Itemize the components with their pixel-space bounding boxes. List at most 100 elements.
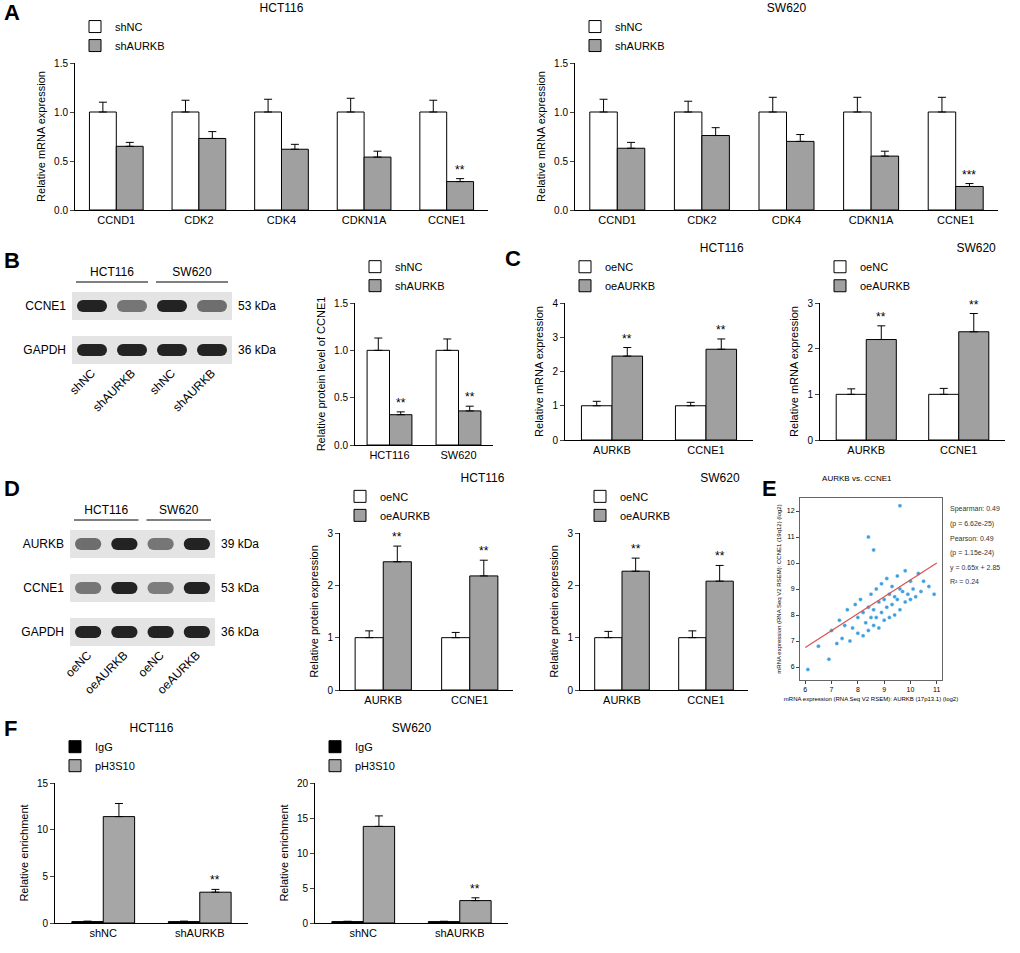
- svg-text:39 kDa: 39 kDa: [221, 537, 259, 551]
- svg-text:2: 2: [567, 580, 573, 591]
- svg-text:mRNA expression (RNA Seq V2 RS: mRNA expression (RNA Seq V2 RSEM): AURKB…: [784, 696, 958, 702]
- svg-text:**: **: [465, 390, 475, 404]
- svg-text:y = 0.65x + 2.85: y = 0.65x + 2.85: [950, 564, 1000, 572]
- svg-text:1: 1: [807, 389, 813, 400]
- svg-text:Spearman: 0.49: Spearman: 0.49: [950, 505, 1000, 513]
- svg-text:1.0: 1.0: [54, 107, 68, 118]
- svg-text:shAURKB: shAURKB: [395, 280, 445, 292]
- svg-text:Relative protein level of CCNE: Relative protein level of CCNE1: [315, 297, 327, 452]
- svg-text:oeNC: oeNC: [605, 261, 633, 273]
- svg-text:shNC: shNC: [147, 366, 178, 397]
- svg-text:SW620: SW620: [159, 503, 199, 517]
- svg-text:shNC: shNC: [395, 261, 423, 273]
- svg-text:0.0: 0.0: [334, 440, 348, 451]
- svg-text:0.5: 0.5: [54, 156, 68, 167]
- svg-text:Relative mRNA expression: Relative mRNA expression: [535, 71, 547, 202]
- svg-text:shAURKB: shAURKB: [90, 366, 138, 414]
- svg-text:6: 6: [791, 663, 795, 670]
- svg-text:CCNE1: CCNE1: [428, 214, 465, 226]
- svg-text:5: 5: [42, 871, 48, 882]
- svg-text:CCNE1: CCNE1: [23, 581, 64, 595]
- svg-text:CCNE1: CCNE1: [940, 444, 977, 456]
- svg-text:CDK2: CDK2: [687, 214, 716, 226]
- svg-text:HCT116: HCT116: [461, 471, 505, 485]
- svg-text:5: 5: [302, 883, 308, 894]
- svg-text:CDK4: CDK4: [267, 214, 296, 226]
- svg-text:SW620: SW620: [767, 1, 807, 15]
- svg-text:Relative enrichment: Relative enrichment: [18, 804, 30, 901]
- svg-text:0.5: 0.5: [334, 392, 348, 403]
- svg-text:oeAURKB: oeAURKB: [605, 280, 655, 292]
- svg-text:CCND1: CCND1: [97, 214, 135, 226]
- svg-text:SW620: SW620: [440, 449, 476, 461]
- svg-text:HCT116: HCT116: [700, 241, 744, 255]
- svg-text:mRNA expression (RNA Seq V2 RS: mRNA expression (RNA Seq V2 RSEM): CCNE1…: [776, 504, 782, 673]
- svg-text:3: 3: [552, 332, 558, 343]
- svg-text:20: 20: [297, 778, 309, 789]
- svg-text:2: 2: [552, 366, 558, 377]
- svg-text:AURKB: AURKB: [364, 694, 402, 706]
- svg-text:SW620: SW620: [956, 241, 996, 255]
- svg-text:pH3S10: pH3S10: [95, 760, 135, 772]
- svg-text:**: **: [876, 310, 886, 324]
- svg-text:CCNE1: CCNE1: [25, 299, 66, 313]
- svg-text:**: **: [716, 323, 726, 337]
- svg-text:8: 8: [856, 686, 860, 693]
- svg-text:0: 0: [552, 435, 558, 446]
- svg-text:**: **: [455, 163, 465, 177]
- svg-text:IgG: IgG: [95, 741, 113, 753]
- svg-text:1.0: 1.0: [334, 345, 348, 356]
- svg-text:CCNE1: CCNE1: [687, 694, 724, 706]
- svg-text:**: **: [210, 873, 220, 887]
- svg-text:SW620: SW620: [700, 471, 740, 485]
- svg-text:***: ***: [962, 168, 976, 182]
- svg-text:CDKN1A: CDKN1A: [342, 214, 387, 226]
- svg-text:HCT116: HCT116: [130, 721, 174, 735]
- svg-text:AURKB: AURKB: [593, 444, 631, 456]
- svg-text:**: **: [470, 882, 480, 896]
- svg-text:HCT116: HCT116: [369, 449, 409, 461]
- svg-text:1: 1: [567, 632, 573, 643]
- svg-text:1: 1: [552, 400, 558, 411]
- svg-text:1: 1: [327, 632, 333, 643]
- svg-text:0.0: 0.0: [54, 205, 68, 216]
- svg-text:**: **: [715, 549, 725, 563]
- svg-text:9: 9: [882, 686, 886, 693]
- svg-text:1.5: 1.5: [54, 58, 68, 69]
- svg-text:oeAURKB: oeAURKB: [380, 510, 430, 522]
- svg-text:0: 0: [302, 918, 308, 929]
- svg-text:Pearson: 0.49: Pearson: 0.49: [950, 535, 994, 542]
- svg-text:shAURKB: shAURKB: [435, 927, 485, 939]
- svg-text:15: 15: [297, 813, 309, 824]
- svg-text:1.5: 1.5: [554, 58, 568, 69]
- svg-text:AURKB: AURKB: [603, 694, 641, 706]
- svg-text:CCND1: CCND1: [598, 214, 636, 226]
- svg-text:oeNC: oeNC: [380, 491, 408, 503]
- svg-text:7: 7: [830, 686, 834, 693]
- svg-text:CCNE1: CCNE1: [937, 214, 974, 226]
- svg-text:0: 0: [807, 435, 813, 446]
- svg-text:AURKB vs. CCNE1: AURKB vs. CCNE1: [822, 474, 892, 483]
- svg-text:**: **: [392, 530, 402, 544]
- svg-text:GAPDH: GAPDH: [21, 625, 64, 639]
- svg-text:oeAURKB: oeAURKB: [860, 280, 910, 292]
- svg-text:IgG: IgG: [355, 741, 373, 753]
- svg-text:9: 9: [791, 585, 795, 592]
- svg-text:SW620: SW620: [172, 265, 212, 279]
- svg-text:10: 10: [907, 686, 915, 693]
- svg-text:shAURKB: shAURKB: [615, 40, 665, 52]
- svg-text:10: 10: [37, 824, 49, 835]
- svg-text:53 kDa: 53 kDa: [221, 581, 259, 595]
- svg-text:HCT116: HCT116: [84, 503, 128, 517]
- svg-text:7: 7: [791, 637, 795, 644]
- svg-text:CCNE1: CCNE1: [687, 444, 724, 456]
- svg-text:0.5: 0.5: [554, 156, 568, 167]
- svg-text:shNC: shNC: [67, 366, 98, 397]
- svg-text:oeNC: oeNC: [63, 648, 95, 680]
- svg-text:2: 2: [327, 580, 333, 591]
- svg-text:CDK4: CDK4: [772, 214, 801, 226]
- svg-text:11: 11: [933, 686, 940, 693]
- svg-text:3: 3: [567, 528, 573, 539]
- svg-text:oeNC: oeNC: [620, 491, 648, 503]
- svg-text:oeAURKB: oeAURKB: [620, 510, 670, 522]
